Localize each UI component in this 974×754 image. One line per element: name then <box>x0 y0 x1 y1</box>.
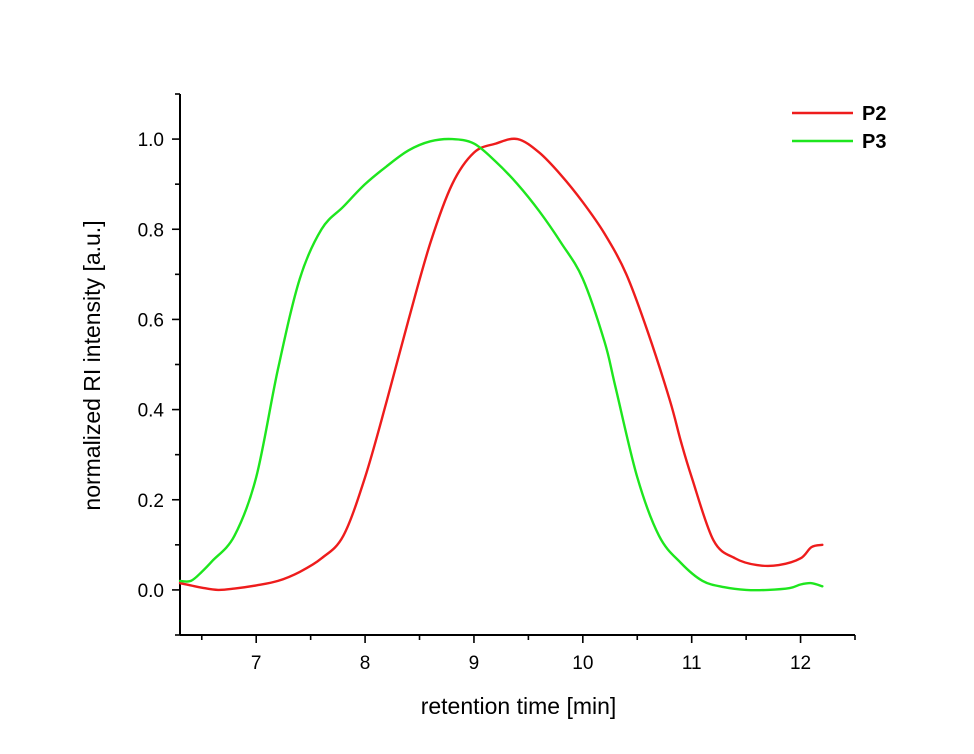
y-tick-label: 0.6 <box>138 310 164 331</box>
series-layer <box>178 137 824 592</box>
series-line-p2 <box>178 137 824 592</box>
x-tick-label: 8 <box>360 653 371 674</box>
legend-label-p2: P2 <box>862 103 886 125</box>
y-tick-label: 0.2 <box>138 491 164 512</box>
x-axis-title: retention time [min] <box>421 693 617 719</box>
y-ticks: 0.0 0.2 0.4 0.6 0.8 1.0 <box>138 93 180 636</box>
y-tick-label: 0.4 <box>138 401 165 422</box>
x-tick-label: 12 <box>790 653 811 674</box>
series-line-p3 <box>178 137 824 592</box>
axes <box>179 94 855 636</box>
y-tick-label: 0.8 <box>138 220 164 241</box>
y-axis-title: normalized RI intensity [a.u.] <box>79 220 105 510</box>
x-tick-label: 10 <box>572 653 593 674</box>
x-ticks: 7 8 9 10 11 12 <box>200 635 856 674</box>
x-tick-label: 9 <box>469 653 480 674</box>
legend-label-p3: P3 <box>862 131 886 153</box>
y-tick-label: 0.0 <box>138 581 164 602</box>
x-tick-label: 11 <box>682 653 702 674</box>
legend: P2 P3 <box>792 103 886 153</box>
x-tick-label: 7 <box>251 653 262 674</box>
y-tick-label: 1.0 <box>138 130 164 151</box>
